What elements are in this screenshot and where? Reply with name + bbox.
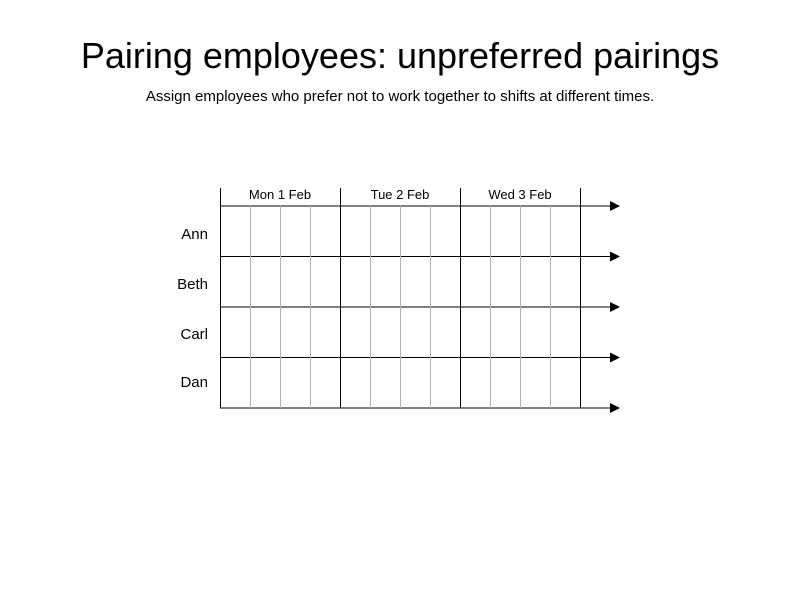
slot-gridlines: [250, 206, 551, 408]
page-title: Pairing employees: unpreferred pairings: [80, 35, 720, 76]
arrowhead-icon: [610, 251, 620, 262]
day-header-mon: Mon 1 Feb: [248, 187, 312, 202]
arrowhead-icon: [610, 201, 620, 211]
employee-label-ann: Ann: [181, 226, 208, 243]
day-boundaries: [220, 188, 581, 408]
employee-label-carl: Carl: [180, 326, 208, 343]
arrowhead-icon: [610, 403, 620, 413]
timeline-lines: [220, 205, 612, 409]
arrowhead-icon: [610, 352, 620, 363]
timeline-arrowheads: [610, 201, 620, 413]
day-header-tue: Tue 2 Feb: [370, 187, 430, 202]
employee-label-dan: Dan: [180, 374, 208, 391]
employee-label-beth: Beth: [177, 276, 208, 293]
page-subtitle: Assign employees who prefer not to work …: [145, 88, 655, 105]
day-header-wed: Wed 3 Feb: [488, 187, 552, 202]
arrowhead-icon: [610, 302, 620, 312]
